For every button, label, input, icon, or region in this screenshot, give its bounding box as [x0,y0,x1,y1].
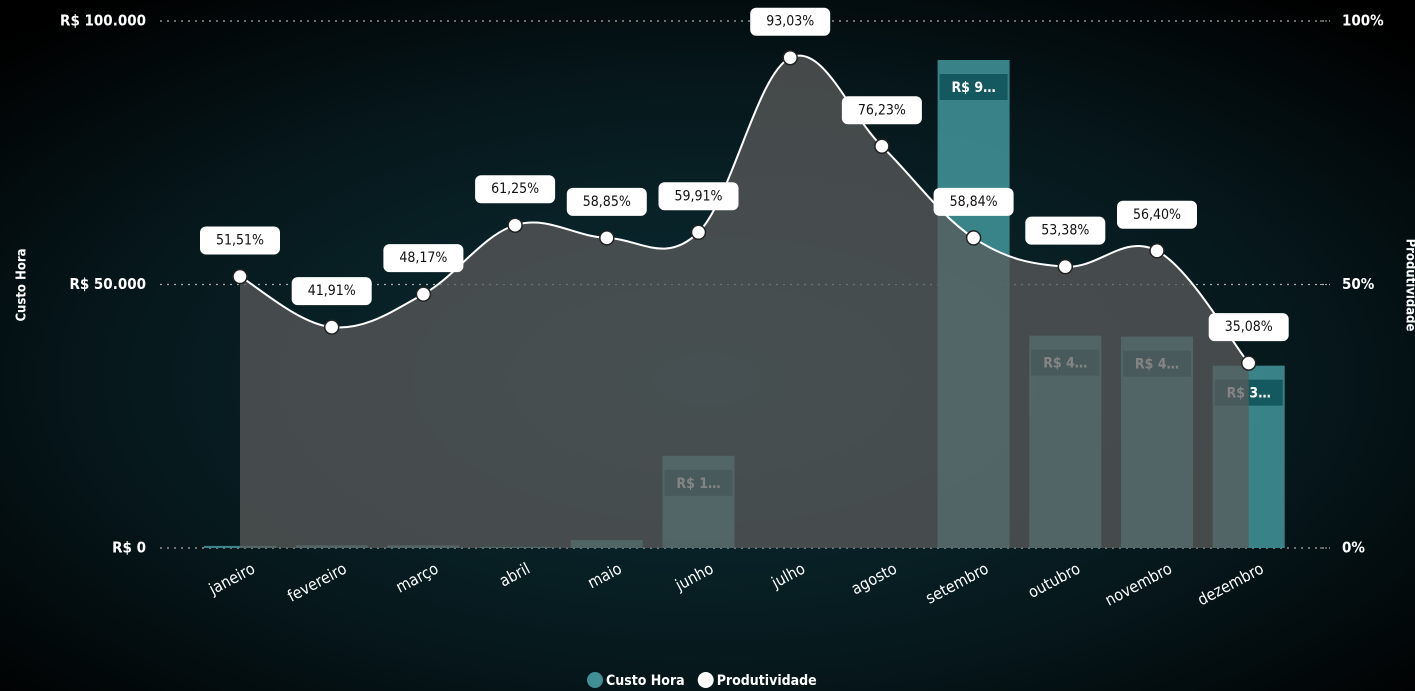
point-label: 59,91% [674,188,722,204]
point-label: 41,91% [308,283,356,299]
point-label-bg [475,175,556,204]
point-label-bg [841,96,922,125]
point-label-bg [658,182,739,211]
y-tick-label: R$ 50.000 [69,275,146,293]
point-label-bg [291,277,372,306]
y2-tick-label: 100% [1342,12,1384,30]
legend-marker [587,672,603,688]
point-label: 48,17% [399,250,447,266]
bar-label-bg [939,73,1008,100]
point [232,268,248,285]
bar-label: R$ 9… [951,80,995,96]
legend-label: Produtividade [717,673,817,689]
point [599,230,615,246]
point-label: 61,25% [491,181,539,197]
y2-tick-label: 0% [1342,539,1365,557]
area [240,55,1249,549]
legend-marker [697,672,714,688]
point [782,49,798,66]
point [1149,243,1165,259]
point-label-bg [383,244,464,273]
point [415,286,432,302]
point-label-bg [1117,200,1197,229]
y-tick-label: R$ 0 [112,539,146,557]
point-label-bg [1025,216,1106,245]
point-label: 58,85% [583,194,631,210]
point-label: 51,51% [216,233,264,249]
point-label: 76,23% [858,102,906,118]
point [323,319,340,335]
y2-axis-title: Produtividade [1403,239,1415,332]
point [965,230,982,246]
point-label-bg [200,226,280,255]
point-label: 35,08% [1225,319,1273,335]
point-label-bg [1208,313,1289,342]
point-label-bg [566,187,647,216]
point-label: 58,84% [950,194,998,210]
point-label-bg [933,187,1014,216]
point [507,217,523,233]
y-axis-title: Custo Hora [15,248,30,321]
point-label: 56,40% [1133,207,1181,223]
legend-label: Custo Hora [606,673,685,689]
point-label: 93,03% [766,14,814,30]
point-label-bg [750,7,831,36]
point-label: 53,38% [1041,223,1089,239]
point [1057,258,1074,275]
point [874,138,890,155]
legend[interactable]: Custo Hora Produtividade [587,672,817,689]
point [690,224,707,241]
point [1240,355,1257,371]
y-tick-label: R$ 100.000 [60,12,146,30]
y2-tick-label: 50% [1342,275,1375,293]
